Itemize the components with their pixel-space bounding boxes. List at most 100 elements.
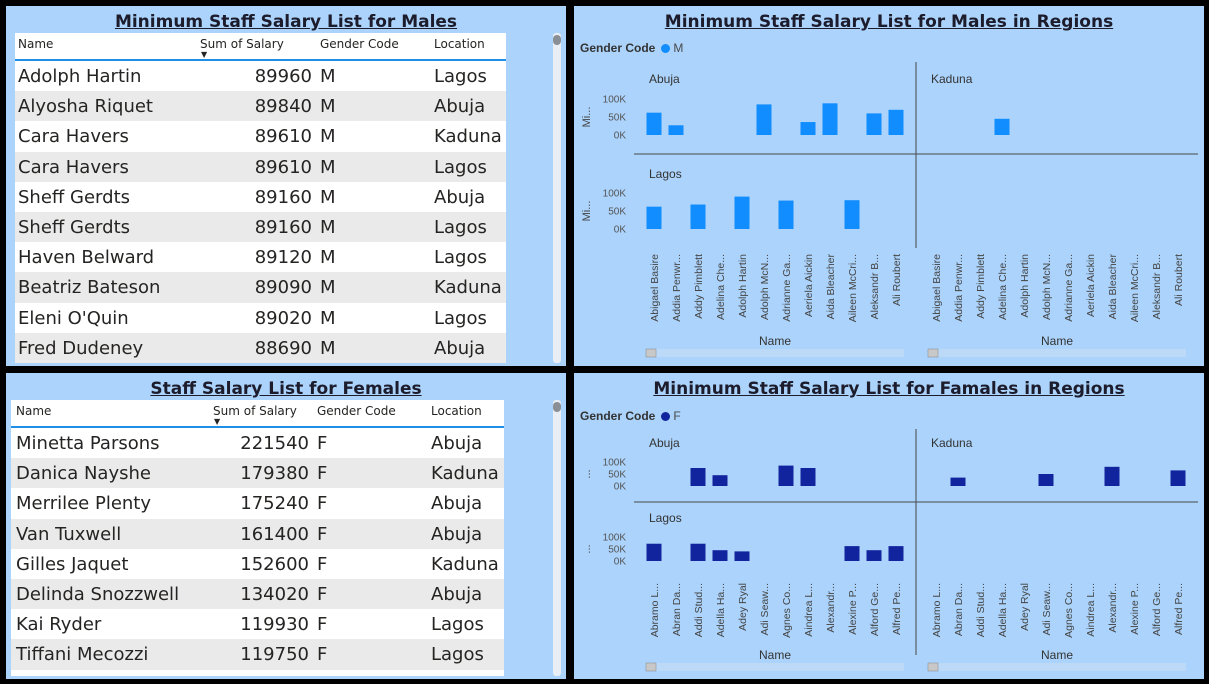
males-table: Name Sum of Salary ▼ Gender Code Locatio…	[15, 33, 506, 363]
table-row[interactable]: Sheff Gerdts 89160 M Abuja	[15, 182, 506, 212]
x-tick-label: Aileen McCri...	[847, 254, 859, 322]
cell-name: Minetta Parsons	[16, 433, 160, 454]
males-table-panel: Minimum Staff Salary List for Males Name…	[6, 6, 566, 366]
cell-name: Kai Ryder	[16, 614, 102, 636]
cell-sum-of-salary: 89120	[254, 247, 312, 269]
legend-item[interactable]: F	[673, 409, 681, 423]
cell-gender-code: F	[317, 463, 328, 485]
cell-name: Van Tuxwell	[16, 523, 122, 545]
table-row[interactable]: Tiffani Mecozzi 119750 F Lagos	[11, 639, 504, 670]
cell-sum-of-salary: 89160	[254, 186, 312, 208]
sort-desc-icon[interactable]: ▼	[214, 417, 221, 426]
x-tick-label: Aeriela Aickin	[1085, 254, 1097, 317]
cell-gender-code: M	[320, 247, 336, 269]
table-row[interactable]: Kai Ryder 119930 F Lagos	[11, 609, 504, 639]
y-tick-label: 100K	[603, 95, 627, 106]
cell-location: Abuja	[431, 583, 483, 605]
cell-gender-code: M	[320, 186, 336, 208]
females-chart-legend[interactable]: Gender Code F	[580, 409, 681, 423]
cell-sum-of-salary: 179380	[240, 463, 309, 485]
cell-name: Adolph Hartin	[18, 66, 142, 87]
cell-sum-of-salary: 88690	[254, 337, 312, 359]
cell-location: Abuja	[431, 493, 483, 515]
col-header-gender-code[interactable]: Gender Code	[317, 404, 396, 418]
cell-name: Sheff Gerdts	[18, 216, 130, 238]
cell-location: Lagos	[434, 66, 487, 87]
x-tick-label: Abramo L...	[649, 583, 661, 637]
sort-desc-icon[interactable]: ▼	[201, 50, 208, 59]
col-header-sum-of-salary[interactable]: Sum of Salary	[213, 404, 297, 418]
table-row[interactable]: Minetta Parsons 221540 F Abuja	[11, 428, 504, 458]
cell-sum-of-salary: 152600	[240, 553, 309, 575]
table-row[interactable]: Alyosha Riquet 89840 M Abuja	[15, 91, 506, 122]
table-row[interactable]: Fred Dudeney 88690 M Abuja	[15, 332, 506, 363]
table-row[interactable]: Sheff Gerdts 89160 M Lagos	[15, 211, 506, 243]
x-tick-label: Adi Seaw...	[759, 583, 771, 636]
bar	[888, 546, 904, 561]
table-row[interactable]: Delinda Snozzwell 134020 F Abuja	[11, 578, 504, 610]
table-row[interactable]: Van Tuxwell 161400 F Abuja	[11, 518, 504, 549]
x-tick-label: Aindrea L...	[803, 583, 815, 637]
x-tick-label: Alford Ge...	[1151, 583, 1163, 636]
y-tick-label: 50K	[608, 113, 626, 124]
y-axis-label: ...	[581, 544, 593, 553]
cell-gender-code: M	[320, 96, 336, 118]
col-header-name[interactable]: Name	[16, 404, 52, 418]
females-chart-title: Minimum Staff Salary List for Famales in…	[653, 379, 1125, 399]
table-row[interactable]: Cara Havers 89610 M Lagos	[15, 151, 506, 182]
cell-name: Gilles Jaquet	[16, 553, 129, 575]
facet-label: Abuja	[649, 436, 680, 450]
females-table-scrollbar[interactable]	[553, 400, 561, 676]
cell-sum-of-salary: 89610	[254, 126, 312, 148]
bar	[690, 468, 706, 486]
col-header-location[interactable]: Location	[431, 404, 482, 418]
cell-gender-code: F	[317, 523, 328, 545]
col-header-location[interactable]: Location	[434, 37, 485, 51]
table-row[interactable]: Eleni O'Quin 89020 M Lagos	[15, 303, 506, 333]
x-tick-label: Aindrea L...	[1085, 583, 1097, 637]
cell-location: Abuja	[431, 523, 483, 545]
table-row[interactable]: Beatriz Bateson 89090 M Kaduna	[15, 272, 506, 303]
cell-location: Lagos	[434, 216, 487, 238]
cell-location: Kaduna	[434, 277, 502, 299]
bar	[646, 206, 662, 229]
males-table-scrollbar[interactable]	[553, 33, 561, 363]
table-row[interactable]: Gilles Jaquet 152600 F Kaduna	[11, 549, 504, 579]
bar	[712, 550, 728, 561]
chart-scrollbar-thumb	[927, 662, 939, 672]
x-tick-label: Alexandr...	[1107, 583, 1119, 633]
cell-location: Lagos	[434, 247, 487, 269]
table-row[interactable]: Danica Nayshe 179380 F Kaduna	[11, 458, 504, 489]
y-tick-label: 50K	[608, 545, 626, 556]
table-row[interactable]: Adolph Hartin 89960 M Lagos	[15, 61, 506, 91]
col-header-gender-code[interactable]: Gender Code	[320, 37, 399, 51]
cell-name: Alyosha Riquet	[18, 96, 153, 118]
table-row[interactable]: Haven Belward 89120 M Lagos	[15, 242, 506, 272]
facet-label: Kaduna	[931, 436, 973, 450]
x-tick-label: Addy Pimblett	[693, 254, 705, 319]
y-tick-label: 0K	[614, 557, 627, 568]
cell-sum-of-salary: 119930	[240, 614, 309, 636]
bar	[778, 465, 794, 486]
x-axis-title: Name	[1041, 648, 1073, 662]
cell-location: Kaduna	[434, 126, 502, 148]
cell-name: Cara Havers	[18, 156, 129, 178]
x-axis-title: Name	[759, 648, 791, 662]
x-axis-title: Name	[759, 334, 791, 348]
males-chart-legend[interactable]: Gender Code M	[580, 41, 683, 55]
table-row[interactable]: Cara Havers 89610 M Kaduna	[15, 121, 506, 151]
table-row[interactable]: Merrilee Plenty 175240 F Abuja	[11, 488, 504, 518]
col-header-sum-of-salary[interactable]: Sum of Salary	[200, 37, 284, 51]
bar	[994, 118, 1010, 135]
x-tick-label: Adey Ryal	[1019, 583, 1031, 631]
x-tick-label: Agnes Co...	[781, 583, 793, 638]
col-header-name[interactable]: Name	[18, 37, 54, 51]
x-tick-label: Agnes Co...	[1063, 583, 1075, 638]
cell-name: Tiffani Mecozzi	[16, 644, 149, 666]
legend-item[interactable]: M	[673, 41, 684, 55]
scrollbar-thumb[interactable]	[553, 35, 561, 45]
males-chart-title: Minimum Staff Salary List for Males in R…	[664, 12, 1114, 32]
x-tick-label: Adella Ha...	[715, 583, 727, 637]
bar	[822, 103, 838, 135]
scrollbar-thumb[interactable]	[553, 402, 561, 412]
